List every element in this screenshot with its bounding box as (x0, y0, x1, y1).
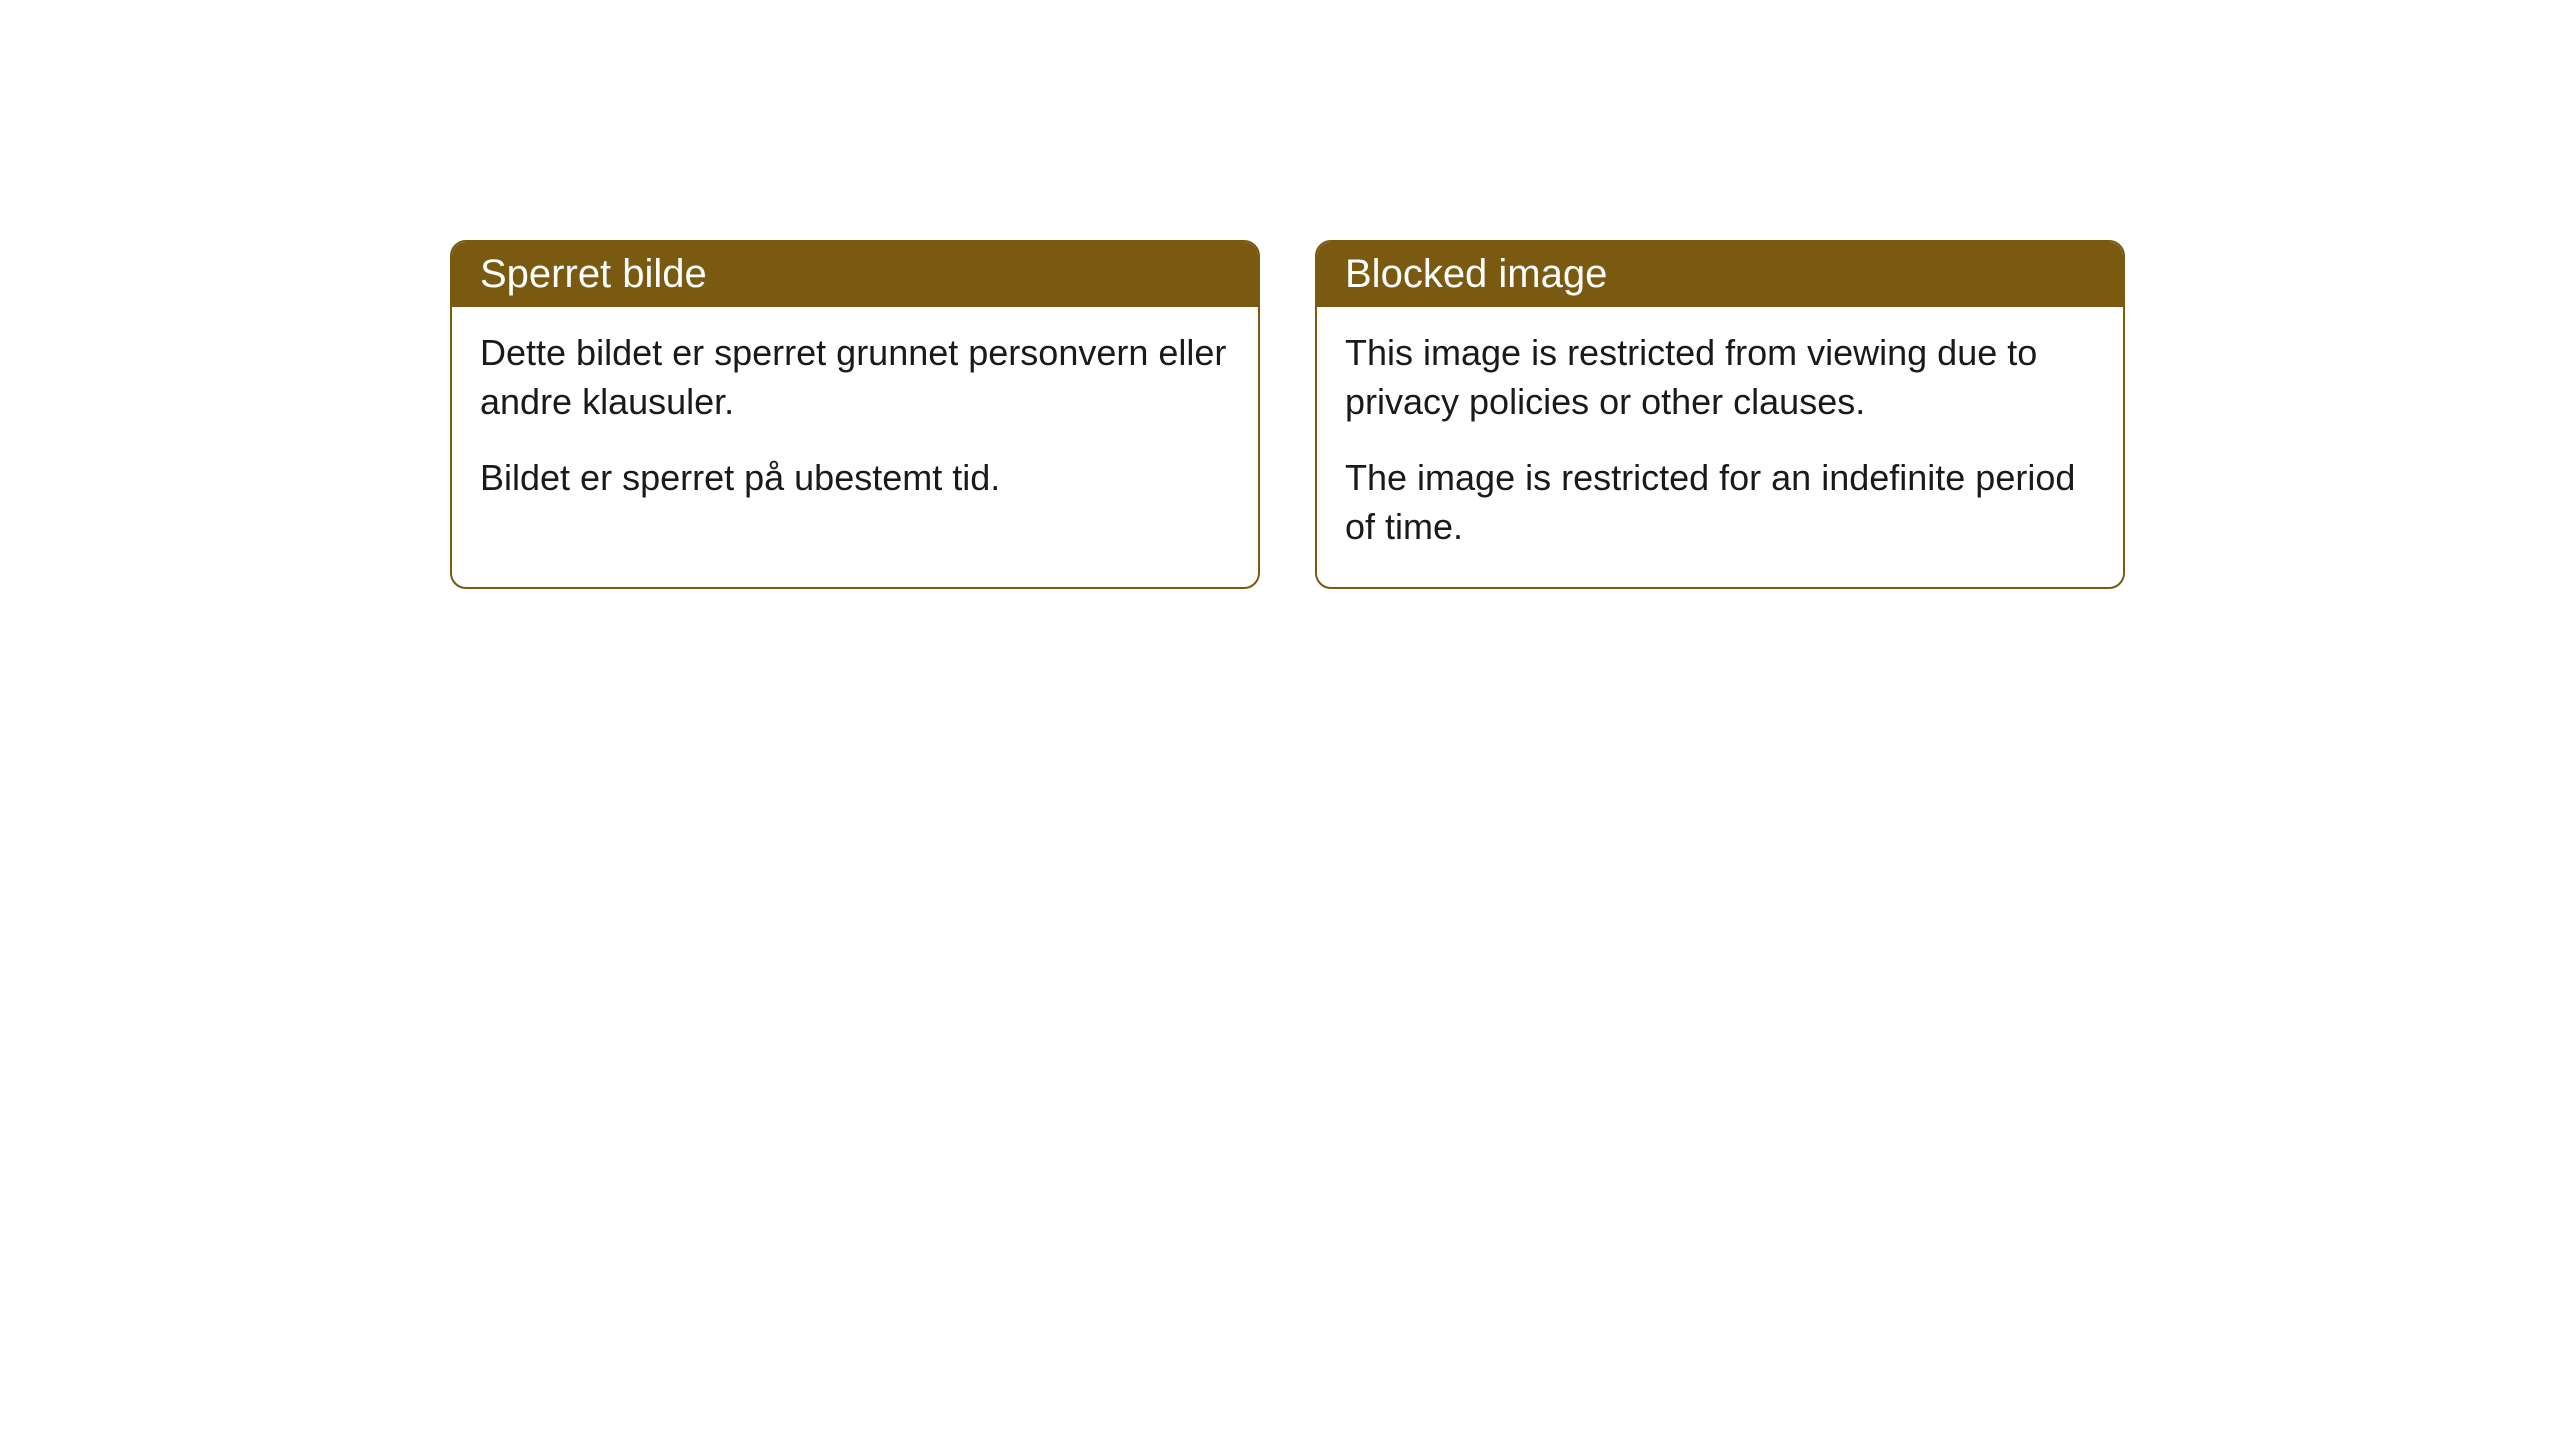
card-title: Sperret bilde (480, 252, 707, 296)
card-paragraph: This image is restricted from viewing du… (1345, 329, 2095, 426)
cards-container: Sperret bilde Dette bildet er sperret gr… (450, 240, 2125, 589)
card-paragraph: Bildet er sperret på ubestemt tid. (480, 454, 1230, 503)
card-header: Sperret bilde (452, 242, 1258, 307)
card-body: This image is restricted from viewing du… (1317, 307, 2123, 587)
card-header: Blocked image (1317, 242, 2123, 307)
card-paragraph: The image is restricted for an indefinit… (1345, 454, 2095, 551)
card-paragraph: Dette bildet er sperret grunnet personve… (480, 329, 1230, 426)
info-card-norwegian: Sperret bilde Dette bildet er sperret gr… (450, 240, 1260, 589)
info-card-english: Blocked image This image is restricted f… (1315, 240, 2125, 589)
card-body: Dette bildet er sperret grunnet personve… (452, 307, 1258, 539)
card-title: Blocked image (1345, 252, 1607, 296)
